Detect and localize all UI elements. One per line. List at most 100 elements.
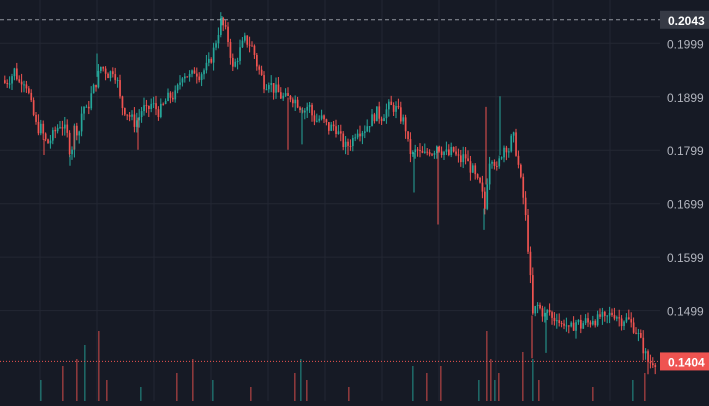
price-tick-label: 0.1999 — [667, 37, 704, 51]
candle-body — [52, 130, 54, 141]
candle-body — [625, 317, 628, 322]
candle-body — [71, 149, 73, 155]
candle-body — [635, 332, 637, 334]
candle-body — [119, 80, 121, 97]
price-tick-label: 0.1499 — [667, 305, 704, 319]
candle-body — [450, 147, 453, 156]
candle-body — [522, 176, 525, 198]
candle-body — [397, 106, 400, 108]
candle-body — [647, 351, 649, 362]
candle-body — [176, 84, 179, 91]
candle-body — [359, 133, 361, 137]
candle-body — [83, 107, 85, 114]
candle-body — [64, 124, 66, 129]
candle-body — [150, 103, 153, 109]
candle-body — [505, 147, 508, 153]
candle-body — [181, 78, 184, 83]
candle-body — [244, 35, 246, 41]
candle-body — [539, 304, 541, 309]
candle-body — [265, 89, 268, 91]
candle-body — [344, 141, 347, 148]
candle-body — [152, 103, 155, 105]
candle-body — [553, 317, 556, 322]
candle-body — [109, 71, 112, 79]
candle-body — [275, 84, 277, 93]
candle-body — [287, 93, 289, 96]
candle-body — [532, 275, 534, 314]
candle-body — [200, 74, 203, 81]
candle-body — [88, 106, 90, 109]
candle-body — [136, 120, 138, 127]
candle-body — [349, 145, 352, 147]
candle-body — [467, 158, 469, 162]
candle-body — [428, 152, 431, 155]
candle-body — [416, 149, 419, 151]
candle-body — [498, 158, 501, 167]
candle-body — [251, 45, 253, 47]
volume-bar — [212, 380, 214, 401]
candle-body — [196, 73, 198, 77]
candle-body — [44, 133, 47, 140]
candle-body — [124, 108, 126, 115]
candle-body — [476, 174, 479, 178]
high-price-label: 0.2043 — [660, 10, 709, 29]
candle-body — [457, 154, 460, 156]
candle-body — [268, 85, 270, 90]
candle-body — [296, 99, 299, 108]
candle-body — [580, 319, 582, 329]
candle-body — [421, 151, 424, 153]
candle-body — [270, 83, 273, 86]
candle-body — [217, 35, 220, 44]
volume-bar — [306, 380, 308, 401]
candle-body — [140, 111, 143, 118]
candle-body — [404, 117, 407, 132]
candle-body — [4, 80, 6, 83]
candle-body — [340, 131, 342, 134]
candle-body — [328, 122, 330, 131]
candle-body — [414, 149, 417, 152]
candle-body — [160, 103, 162, 118]
price-tick-label: 0.1899 — [667, 91, 704, 105]
candle-body — [496, 165, 498, 167]
candle-body — [145, 105, 148, 107]
candle-body — [114, 74, 117, 81]
candle-body — [378, 106, 381, 119]
candle-body — [232, 57, 234, 67]
candle-body — [320, 115, 323, 119]
high-price-label-text: 0.2043 — [668, 14, 705, 28]
candle-body — [92, 84, 95, 94]
candle-body — [503, 147, 505, 158]
candle-body — [587, 318, 589, 323]
candle-body — [385, 109, 388, 119]
candle-body — [313, 115, 316, 122]
candle-body — [436, 146, 438, 154]
candle-body — [424, 151, 426, 153]
candle-body — [294, 99, 297, 104]
candle-body — [390, 101, 393, 105]
candle-body — [138, 117, 141, 121]
candle-body — [440, 151, 443, 156]
candle-body — [66, 124, 69, 133]
candle-body — [536, 304, 539, 307]
candle-body — [215, 43, 217, 48]
volume-bar — [84, 345, 86, 401]
candle-body — [179, 82, 181, 85]
price-axis[interactable]: 0.1999 0.1899 0.1799 0.1699 0.1599 0.1499 — [667, 37, 704, 318]
volume-bar — [348, 387, 350, 401]
candle-body — [551, 312, 553, 318]
candle-body — [589, 322, 592, 325]
candle-body — [628, 317, 630, 320]
candle-body — [352, 137, 354, 147]
volume-bar — [478, 380, 480, 401]
candle-body — [512, 132, 515, 136]
candle-body — [601, 311, 604, 317]
volume-bar — [522, 352, 524, 401]
candle-body — [282, 95, 285, 99]
candle-body — [596, 314, 599, 326]
candle-body — [13, 68, 16, 77]
candle-body — [464, 154, 467, 159]
candle-body — [572, 322, 575, 331]
volume-bar — [40, 380, 42, 401]
